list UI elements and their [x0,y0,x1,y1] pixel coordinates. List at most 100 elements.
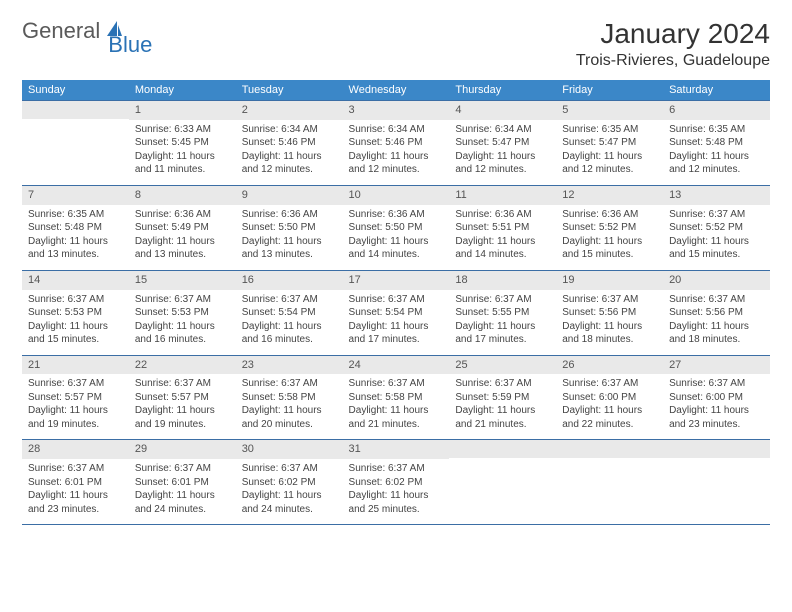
day-cell: 22Sunrise: 6:37 AMSunset: 5:57 PMDayligh… [129,355,236,440]
day-cell: 2Sunrise: 6:34 AMSunset: 5:46 PMDaylight… [236,101,343,186]
day-number: 24 [343,356,450,375]
day-body: Sunrise: 6:37 AMSunset: 6:01 PMDaylight:… [129,459,236,524]
day-number: 10 [343,186,450,205]
day-cell: 17Sunrise: 6:37 AMSunset: 5:54 PMDayligh… [343,270,450,355]
daylight-text: and 24 minutes. [242,503,337,517]
day-number: 30 [236,440,343,459]
day-cell: 1Sunrise: 6:33 AMSunset: 5:45 PMDaylight… [129,101,236,186]
sunset-text: Sunset: 5:52 PM [669,221,764,235]
daylight-text: Daylight: 11 hours [455,404,550,418]
day-body: Sunrise: 6:35 AMSunset: 5:48 PMDaylight:… [22,205,129,270]
daylight-text: and 25 minutes. [349,503,444,517]
daylight-text: Daylight: 11 hours [135,235,230,249]
daylight-text: Daylight: 11 hours [349,404,444,418]
week-row: 14Sunrise: 6:37 AMSunset: 5:53 PMDayligh… [22,270,770,355]
daylight-text: and 12 minutes. [242,163,337,177]
weekday-header: Monday [129,80,236,101]
day-cell: 27Sunrise: 6:37 AMSunset: 6:00 PMDayligh… [663,355,770,440]
day-number: 23 [236,356,343,375]
day-number: 29 [129,440,236,459]
day-cell: 19Sunrise: 6:37 AMSunset: 5:56 PMDayligh… [556,270,663,355]
daylight-text: Daylight: 11 hours [669,150,764,164]
day-cell: 7Sunrise: 6:35 AMSunset: 5:48 PMDaylight… [22,185,129,270]
day-number: 21 [22,356,129,375]
day-cell [663,440,770,525]
sunrise-text: Sunrise: 6:37 AM [349,462,444,476]
weekday-header: Sunday [22,80,129,101]
day-number: 2 [236,101,343,120]
day-body: Sunrise: 6:37 AMSunset: 5:57 PMDaylight:… [22,374,129,439]
daylight-text: Daylight: 11 hours [669,320,764,334]
day-body: Sunrise: 6:34 AMSunset: 5:47 PMDaylight:… [449,120,556,185]
weekday-header: Thursday [449,80,556,101]
logo-text-blue: Blue [108,32,152,58]
day-number: 16 [236,271,343,290]
daylight-text: Daylight: 11 hours [135,404,230,418]
day-cell: 20Sunrise: 6:37 AMSunset: 5:56 PMDayligh… [663,270,770,355]
sunrise-text: Sunrise: 6:35 AM [562,123,657,137]
daylight-text: and 23 minutes. [28,503,123,517]
daylight-text: Daylight: 11 hours [242,235,337,249]
sunset-text: Sunset: 5:45 PM [135,136,230,150]
day-cell: 15Sunrise: 6:37 AMSunset: 5:53 PMDayligh… [129,270,236,355]
day-number: 6 [663,101,770,120]
daylight-text: Daylight: 11 hours [135,489,230,503]
sunrise-text: Sunrise: 6:37 AM [669,377,764,391]
day-number: 26 [556,356,663,375]
day-body: Sunrise: 6:34 AMSunset: 5:46 PMDaylight:… [343,120,450,185]
day-body: Sunrise: 6:37 AMSunset: 5:56 PMDaylight:… [663,290,770,355]
day-body: Sunrise: 6:37 AMSunset: 5:53 PMDaylight:… [22,290,129,355]
day-cell: 25Sunrise: 6:37 AMSunset: 5:59 PMDayligh… [449,355,556,440]
day-cell [556,440,663,525]
daylight-text: and 21 minutes. [455,418,550,432]
weekday-header: Saturday [663,80,770,101]
sunrise-text: Sunrise: 6:37 AM [28,293,123,307]
sunset-text: Sunset: 5:47 PM [455,136,550,150]
calendar-table: SundayMondayTuesdayWednesdayThursdayFrid… [22,80,770,525]
daylight-text: Daylight: 11 hours [28,404,123,418]
sunrise-text: Sunrise: 6:35 AM [28,208,123,222]
daylight-text: Daylight: 11 hours [242,404,337,418]
sunrise-text: Sunrise: 6:37 AM [242,293,337,307]
daylight-text: Daylight: 11 hours [669,404,764,418]
weekday-header-row: SundayMondayTuesdayWednesdayThursdayFrid… [22,80,770,101]
sunrise-text: Sunrise: 6:36 AM [349,208,444,222]
sunrise-text: Sunrise: 6:37 AM [562,293,657,307]
empty-day [449,440,556,458]
daylight-text: and 18 minutes. [669,333,764,347]
daylight-text: Daylight: 11 hours [349,150,444,164]
day-cell: 6Sunrise: 6:35 AMSunset: 5:48 PMDaylight… [663,101,770,186]
sunrise-text: Sunrise: 6:37 AM [349,293,444,307]
sunrise-text: Sunrise: 6:34 AM [242,123,337,137]
day-body: Sunrise: 6:37 AMSunset: 5:55 PMDaylight:… [449,290,556,355]
sunrise-text: Sunrise: 6:37 AM [349,377,444,391]
daylight-text: and 15 minutes. [669,248,764,262]
day-cell: 12Sunrise: 6:36 AMSunset: 5:52 PMDayligh… [556,185,663,270]
daylight-text: Daylight: 11 hours [455,320,550,334]
sunset-text: Sunset: 6:01 PM [135,476,230,490]
sunset-text: Sunset: 5:54 PM [242,306,337,320]
day-cell: 5Sunrise: 6:35 AMSunset: 5:47 PMDaylight… [556,101,663,186]
day-body: Sunrise: 6:36 AMSunset: 5:52 PMDaylight:… [556,205,663,270]
day-number: 25 [449,356,556,375]
daylight-text: and 13 minutes. [28,248,123,262]
day-body: Sunrise: 6:37 AMSunset: 5:58 PMDaylight:… [343,374,450,439]
week-row: 1Sunrise: 6:33 AMSunset: 5:45 PMDaylight… [22,101,770,186]
sunset-text: Sunset: 5:57 PM [28,391,123,405]
daylight-text: and 13 minutes. [242,248,337,262]
day-body: Sunrise: 6:34 AMSunset: 5:46 PMDaylight:… [236,120,343,185]
sunset-text: Sunset: 5:56 PM [562,306,657,320]
sunrise-text: Sunrise: 6:36 AM [455,208,550,222]
sunrise-text: Sunrise: 6:37 AM [242,377,337,391]
day-body: Sunrise: 6:35 AMSunset: 5:48 PMDaylight:… [663,120,770,185]
daylight-text: and 14 minutes. [455,248,550,262]
day-number: 12 [556,186,663,205]
day-body: Sunrise: 6:37 AMSunset: 5:52 PMDaylight:… [663,205,770,270]
sunset-text: Sunset: 5:59 PM [455,391,550,405]
daylight-text: Daylight: 11 hours [135,150,230,164]
day-number: 22 [129,356,236,375]
day-number: 11 [449,186,556,205]
sunrise-text: Sunrise: 6:37 AM [669,293,764,307]
daylight-text: and 24 minutes. [135,503,230,517]
daylight-text: Daylight: 11 hours [562,404,657,418]
